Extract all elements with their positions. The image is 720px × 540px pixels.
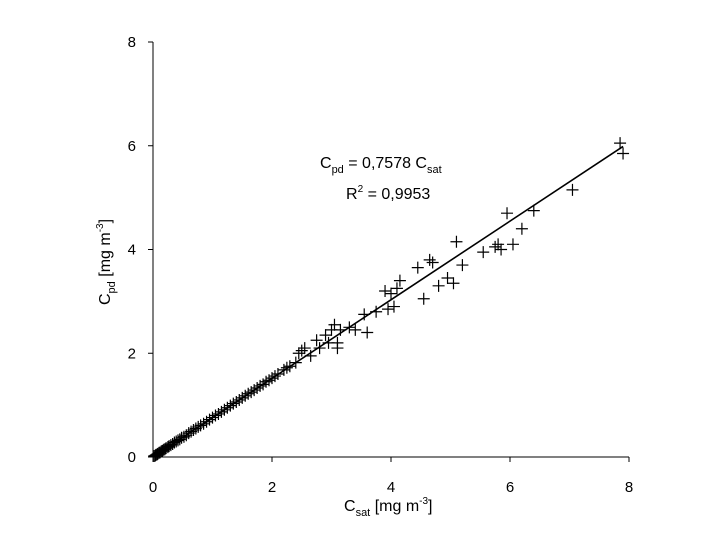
data-point — [343, 321, 356, 334]
data-point — [387, 300, 400, 313]
data-point — [292, 347, 305, 360]
xlabel-rest: [mg m — [370, 498, 419, 515]
data-point — [417, 292, 430, 305]
data-point — [349, 323, 362, 336]
data-point — [370, 305, 383, 318]
data-point — [334, 323, 347, 336]
ylabel-sup: -3 — [95, 223, 106, 232]
data-point — [477, 246, 490, 259]
data-point — [304, 349, 317, 362]
data-point — [566, 183, 579, 196]
data-point — [506, 238, 519, 251]
data-point — [358, 308, 371, 321]
xlabel-end: ] — [428, 498, 432, 515]
eq-lhs-base: C — [320, 155, 332, 172]
data-point — [492, 238, 505, 251]
data-point — [313, 342, 326, 355]
y-tick-label: 6 — [128, 138, 136, 155]
y-tick-label: 8 — [128, 34, 136, 51]
data-point — [192, 420, 205, 433]
data-point — [182, 427, 195, 440]
data-point — [450, 235, 463, 248]
x-axis-title: Csat [mg m-3] — [344, 496, 433, 519]
data-point — [328, 318, 341, 331]
data-point — [161, 441, 174, 454]
r2-rest: = 0,9953 — [363, 186, 430, 203]
eq-lhs-sub: pd — [332, 164, 344, 176]
data-point — [515, 222, 528, 235]
x-tick-label: 2 — [268, 479, 276, 496]
data-point — [189, 422, 202, 435]
eq-mid: = 0,7578 C — [344, 155, 427, 172]
x-tick-label: 4 — [387, 479, 395, 496]
points-group — [148, 137, 630, 462]
data-point — [298, 342, 311, 355]
ylabel-base: C — [97, 293, 114, 305]
data-point — [441, 272, 454, 285]
ylabel-end: ] — [97, 219, 114, 223]
data-point — [527, 204, 540, 217]
data-point — [160, 442, 173, 455]
x-tick-label: 6 — [506, 479, 514, 496]
data-point — [319, 329, 332, 342]
data-point — [289, 356, 302, 369]
data-point — [175, 431, 188, 444]
data-point — [495, 243, 508, 256]
data-point — [379, 285, 392, 297]
data-point — [385, 287, 397, 300]
data-point — [432, 279, 445, 292]
data-point — [489, 240, 502, 253]
y-axis-title: Cpd [mg m-3] — [95, 219, 118, 305]
data-point — [390, 282, 403, 295]
data-point — [501, 207, 514, 220]
r-squared-annotation: R2 = 0,9953 — [346, 184, 430, 203]
xlabel-base: C — [344, 498, 356, 515]
x-tick-label: 8 — [625, 479, 633, 496]
data-point — [426, 256, 439, 269]
ticks-group: 0 2 4 6 8 0 2 4 6 8 — [128, 34, 634, 496]
data-point — [295, 344, 308, 357]
data-point — [393, 274, 406, 287]
xlabel-sup: -3 — [419, 496, 428, 507]
data-point — [382, 303, 395, 316]
data-point — [411, 261, 424, 274]
data-point — [456, 259, 469, 272]
r2-sup: 2 — [358, 184, 364, 195]
y-tick-label: 0 — [128, 449, 136, 466]
eq-rhs-sub: sat — [427, 164, 442, 176]
xlabel-sub: sat — [356, 507, 371, 519]
ylabel-rest: [mg m — [97, 232, 114, 281]
data-point — [423, 253, 436, 266]
data-point — [310, 334, 323, 347]
data-point — [280, 361, 293, 374]
data-point — [614, 137, 627, 150]
data-point — [185, 425, 198, 438]
equation-annotation: Cpd = 0,7578 Csat — [320, 155, 442, 176]
ylabel-sub: pd — [106, 281, 118, 293]
data-point — [331, 342, 344, 355]
data-point — [187, 424, 200, 437]
data-point — [617, 147, 630, 160]
data-point — [268, 370, 281, 383]
r2-base: R — [346, 186, 358, 203]
x-tick-label: 0 — [149, 479, 157, 496]
y-tick-label: 2 — [128, 345, 136, 362]
y-tick-label: 4 — [128, 242, 136, 259]
axes-group — [152, 42, 629, 458]
data-point — [447, 277, 460, 290]
data-point — [361, 326, 374, 339]
